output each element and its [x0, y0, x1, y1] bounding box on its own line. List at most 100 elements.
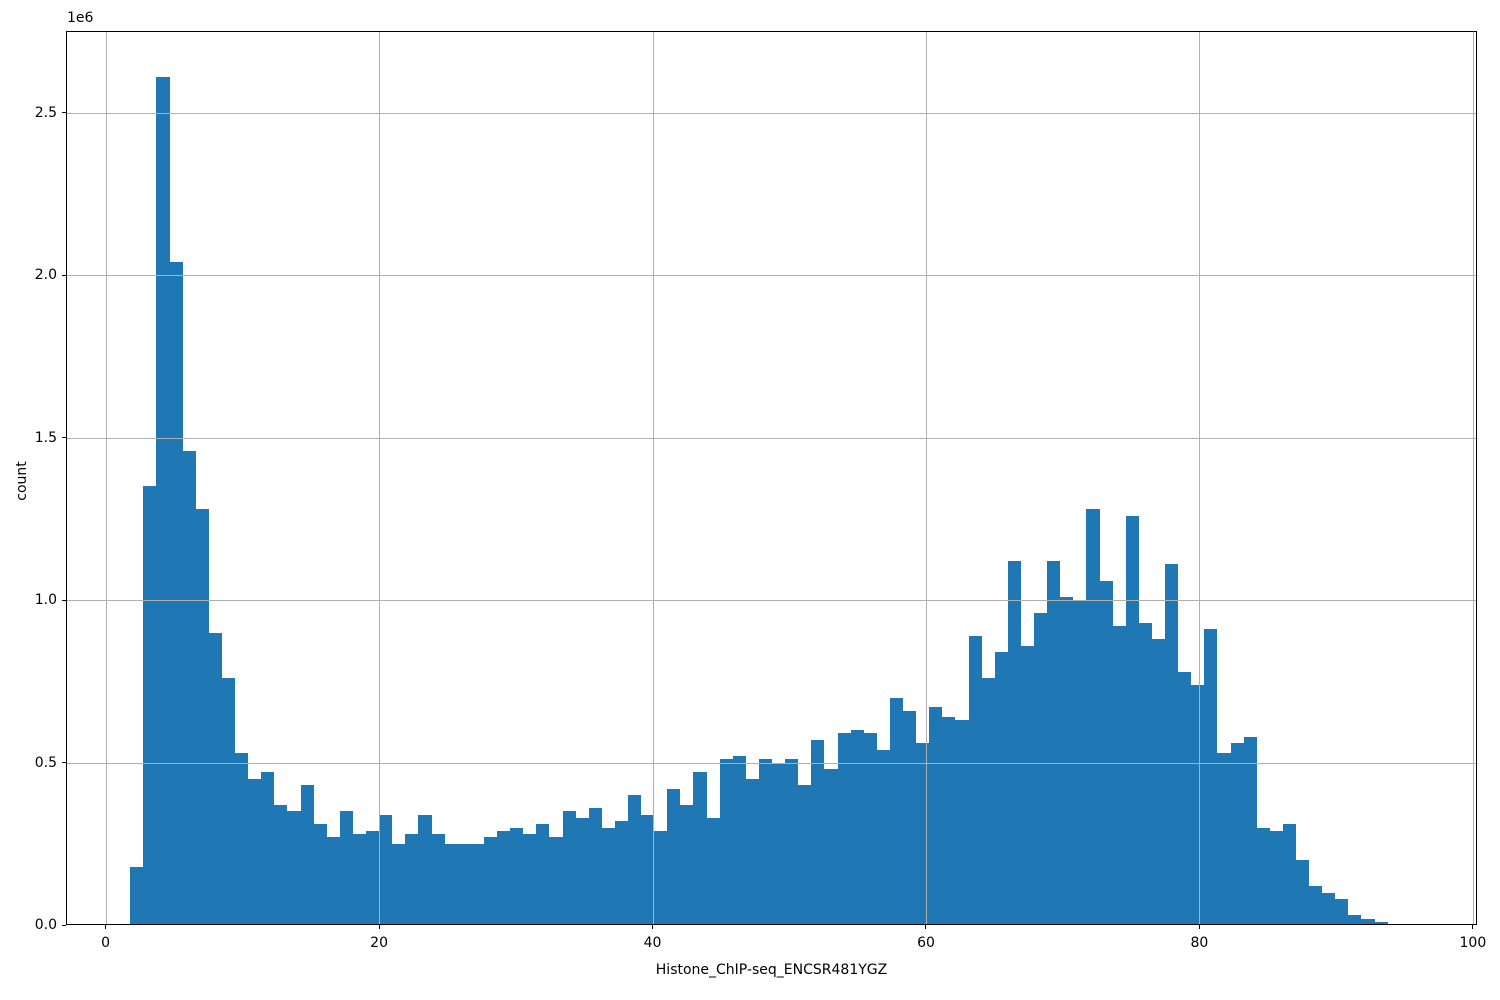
histogram-bar: [851, 730, 864, 925]
histogram-bar: [301, 785, 314, 925]
histogram-bar: [720, 759, 733, 925]
y-tick-label: 1.5: [34, 429, 57, 446]
x-gridline: [378, 31, 380, 925]
histogram-bar: [982, 678, 995, 925]
histogram-bar: [1244, 737, 1257, 925]
x-gridline: [1198, 31, 1200, 925]
x-tick-mark: [105, 925, 107, 929]
histogram-bar: [549, 837, 563, 925]
histogram-bar: [235, 753, 248, 925]
y-tick-mark: [62, 599, 66, 601]
histogram-bar: [746, 779, 759, 925]
histogram-bar: [1335, 899, 1348, 925]
histogram-bar: [248, 779, 261, 925]
y-axis-offset-text: 1e6: [67, 10, 94, 26]
histogram-bar: [680, 805, 693, 925]
histogram-bar: [209, 633, 222, 925]
x-tick-mark: [1198, 925, 1200, 929]
histogram-bar: [1047, 561, 1060, 925]
histogram-bar: [995, 652, 1008, 925]
histogram-bar: [484, 837, 497, 925]
histogram-bar: [602, 828, 615, 925]
histogram-bar: [1270, 831, 1283, 925]
histogram-bar: [1021, 646, 1034, 925]
histogram-bar: [1217, 753, 1231, 925]
grid-layer: [66, 31, 1477, 925]
x-tick-label: 40: [643, 935, 662, 951]
histogram-bar: [759, 759, 772, 925]
histogram-bar: [641, 815, 654, 925]
histogram-bar: [405, 834, 418, 925]
y-tick-mark: [62, 437, 66, 439]
histogram-bar: [432, 834, 445, 925]
x-tick-label: 100: [1459, 935, 1487, 951]
histogram-bar: [196, 509, 209, 925]
histogram-bar: [969, 636, 982, 925]
histogram-bar: [183, 451, 196, 925]
histogram-bar: [379, 815, 392, 925]
histogram-bar: [903, 711, 916, 925]
histogram-bar: [327, 837, 340, 925]
histogram-bar: [366, 831, 379, 925]
histogram-bar: [1165, 564, 1178, 925]
histogram-bar: [1113, 626, 1126, 925]
histogram-bar: [733, 756, 746, 925]
histogram-bar: [471, 844, 484, 925]
histogram-bar: [287, 811, 301, 925]
y-gridline: [66, 112, 1477, 114]
histogram-bar: [1178, 672, 1191, 925]
x-gridline: [105, 31, 107, 925]
histogram-bar: [654, 831, 667, 925]
y-gridline: [66, 599, 1477, 601]
y-gridline: [66, 924, 1477, 925]
histogram-bar: [628, 795, 641, 925]
histogram-bar: [392, 844, 405, 925]
y-tick-mark: [62, 924, 66, 926]
histogram-bar: [1309, 886, 1322, 925]
histogram-bar: [589, 808, 602, 925]
x-tick-mark: [378, 925, 380, 929]
y-tick-label: 1.0: [34, 592, 57, 609]
histogram-bar: [274, 805, 287, 925]
histogram-bar: [942, 717, 955, 925]
histogram-bar: [1060, 597, 1073, 925]
histogram-bar: [1375, 922, 1388, 925]
histogram-bar: [785, 759, 798, 925]
plot-area: [66, 31, 1477, 925]
x-tick-label: 60: [917, 935, 935, 951]
histogram-bar: [667, 789, 680, 925]
histogram-bar: [811, 740, 824, 925]
histogram-bar: [1100, 581, 1113, 925]
x-gridline: [925, 31, 927, 925]
histogram-bar: [510, 828, 523, 925]
histogram-bar: [314, 824, 327, 925]
y-gridline: [66, 274, 1477, 276]
histogram-bar: [1283, 824, 1296, 925]
histogram-bar: [1008, 561, 1021, 925]
histogram-bar: [1191, 685, 1204, 925]
histogram-bar: [1126, 516, 1139, 925]
histogram-bar: [877, 750, 890, 925]
histogram-bar: [955, 720, 969, 925]
histogram-bar: [824, 769, 838, 925]
y-tick-label: 2.0: [34, 267, 57, 284]
y-tick-label: 0.5: [34, 754, 57, 771]
histogram-bar: [798, 785, 811, 925]
histogram-bar: [772, 763, 785, 925]
histogram-bar: [156, 77, 170, 925]
histogram-bar: [497, 831, 510, 925]
histogram-bar: [890, 698, 903, 925]
histogram-bar: [130, 867, 143, 925]
bars-layer: [66, 31, 1477, 925]
histogram-bar: [1086, 509, 1100, 925]
histogram-bar: [340, 811, 353, 925]
histogram-bar: [576, 818, 589, 925]
histogram-bar: [222, 678, 235, 925]
x-tick-mark: [1472, 925, 1474, 929]
histogram-bar: [929, 707, 942, 925]
histogram-bar: [536, 824, 549, 925]
y-tick-mark: [62, 274, 66, 276]
histogram-bar: [563, 811, 576, 925]
x-tick-mark: [652, 925, 654, 929]
histogram-bar: [1348, 915, 1361, 925]
